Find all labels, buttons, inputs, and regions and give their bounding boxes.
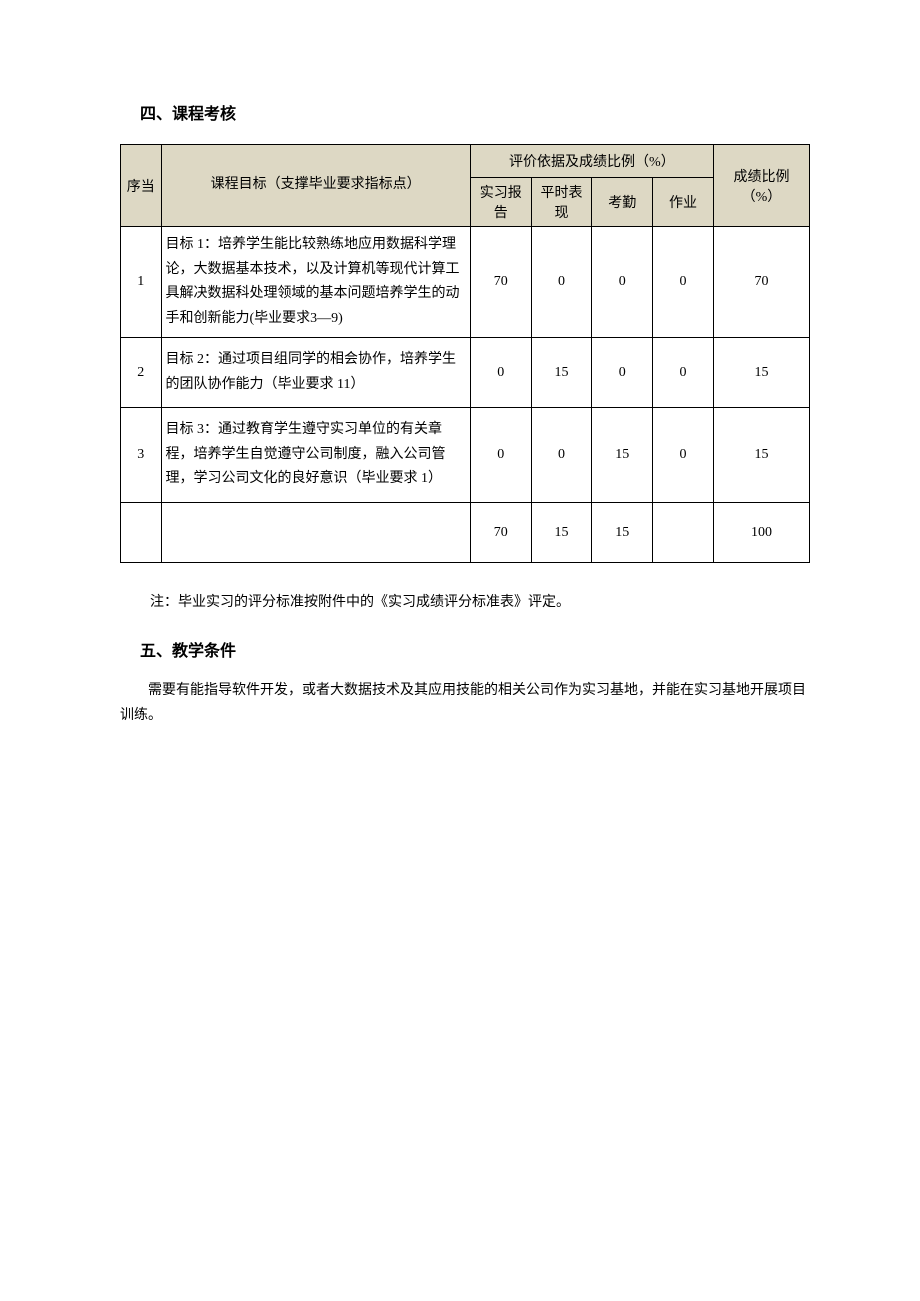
header-sub-1: 平时表现 bbox=[531, 178, 592, 227]
cell-total-v1: 70 bbox=[470, 503, 531, 563]
table-row-total: 70 15 15 100 bbox=[121, 503, 810, 563]
cell-v4: 0 bbox=[653, 227, 714, 338]
cell-total-goal bbox=[161, 503, 470, 563]
cell-v3: 15 bbox=[592, 408, 653, 503]
cell-v2: 0 bbox=[531, 227, 592, 338]
cell-seq: 2 bbox=[121, 338, 162, 408]
table-row: 2 目标 2：通过项目组同学的相会协作，培养学生的团队协作能力（毕业要求 11）… bbox=[121, 338, 810, 408]
assessment-table: 序当 课程目标（支撑毕业要求指标点） 评价依据及成绩比例（%） 成绩比例（%） … bbox=[120, 144, 810, 563]
header-ratio: 成绩比例（%） bbox=[713, 145, 809, 227]
cell-total-seq bbox=[121, 503, 162, 563]
cell-v3: 0 bbox=[592, 227, 653, 338]
cell-goal: 目标 3：通过教育学生遵守实习单位的有关章程，培养学生自觉遵守公司制度，融入公司… bbox=[161, 408, 470, 503]
section-5-paragraph: 需要有能指导软件开发，或者大数据技术及其应用技能的相关公司作为实习基地，并能在实… bbox=[120, 679, 810, 728]
cell-v2: 15 bbox=[531, 338, 592, 408]
header-goal: 课程目标（支撑毕业要求指标点） bbox=[161, 145, 470, 227]
header-eval-group: 评价依据及成绩比例（%） bbox=[470, 145, 713, 178]
section-4-title: 四、课程考核 bbox=[140, 100, 810, 124]
cell-total-v2: 15 bbox=[531, 503, 592, 563]
cell-seq: 1 bbox=[121, 227, 162, 338]
cell-goal: 目标 1：培养学生能比较熟练地应用数据科学理论，大数据基本技术，以及计算机等现代… bbox=[161, 227, 470, 338]
cell-ratio: 70 bbox=[713, 227, 809, 338]
cell-ratio: 15 bbox=[713, 408, 809, 503]
cell-total-v3: 15 bbox=[592, 503, 653, 563]
cell-seq: 3 bbox=[121, 408, 162, 503]
cell-total-v4 bbox=[653, 503, 714, 563]
cell-v1: 0 bbox=[470, 408, 531, 503]
header-sub-3: 作业 bbox=[653, 178, 714, 227]
cell-ratio: 15 bbox=[713, 338, 809, 408]
cell-v2: 0 bbox=[531, 408, 592, 503]
cell-v4: 0 bbox=[653, 408, 714, 503]
cell-goal: 目标 2：通过项目组同学的相会协作，培养学生的团队协作能力（毕业要求 11） bbox=[161, 338, 470, 408]
header-sub-0: 实习报告 bbox=[470, 178, 531, 227]
table-row: 1 目标 1：培养学生能比较熟练地应用数据科学理论，大数据基本技术，以及计算机等… bbox=[121, 227, 810, 338]
cell-v1: 70 bbox=[470, 227, 531, 338]
section-5-title: 五、教学条件 bbox=[140, 637, 810, 661]
cell-v1: 0 bbox=[470, 338, 531, 408]
cell-v3: 0 bbox=[592, 338, 653, 408]
cell-total-ratio: 100 bbox=[713, 503, 809, 563]
header-sub-2: 考勤 bbox=[592, 178, 653, 227]
header-seq: 序当 bbox=[121, 145, 162, 227]
note-text: 注：毕业实习的评分标准按附件中的《实习成绩评分标准表》评定。 bbox=[150, 591, 810, 611]
cell-v4: 0 bbox=[653, 338, 714, 408]
table-row: 3 目标 3：通过教育学生遵守实习单位的有关章程，培养学生自觉遵守公司制度，融入… bbox=[121, 408, 810, 503]
